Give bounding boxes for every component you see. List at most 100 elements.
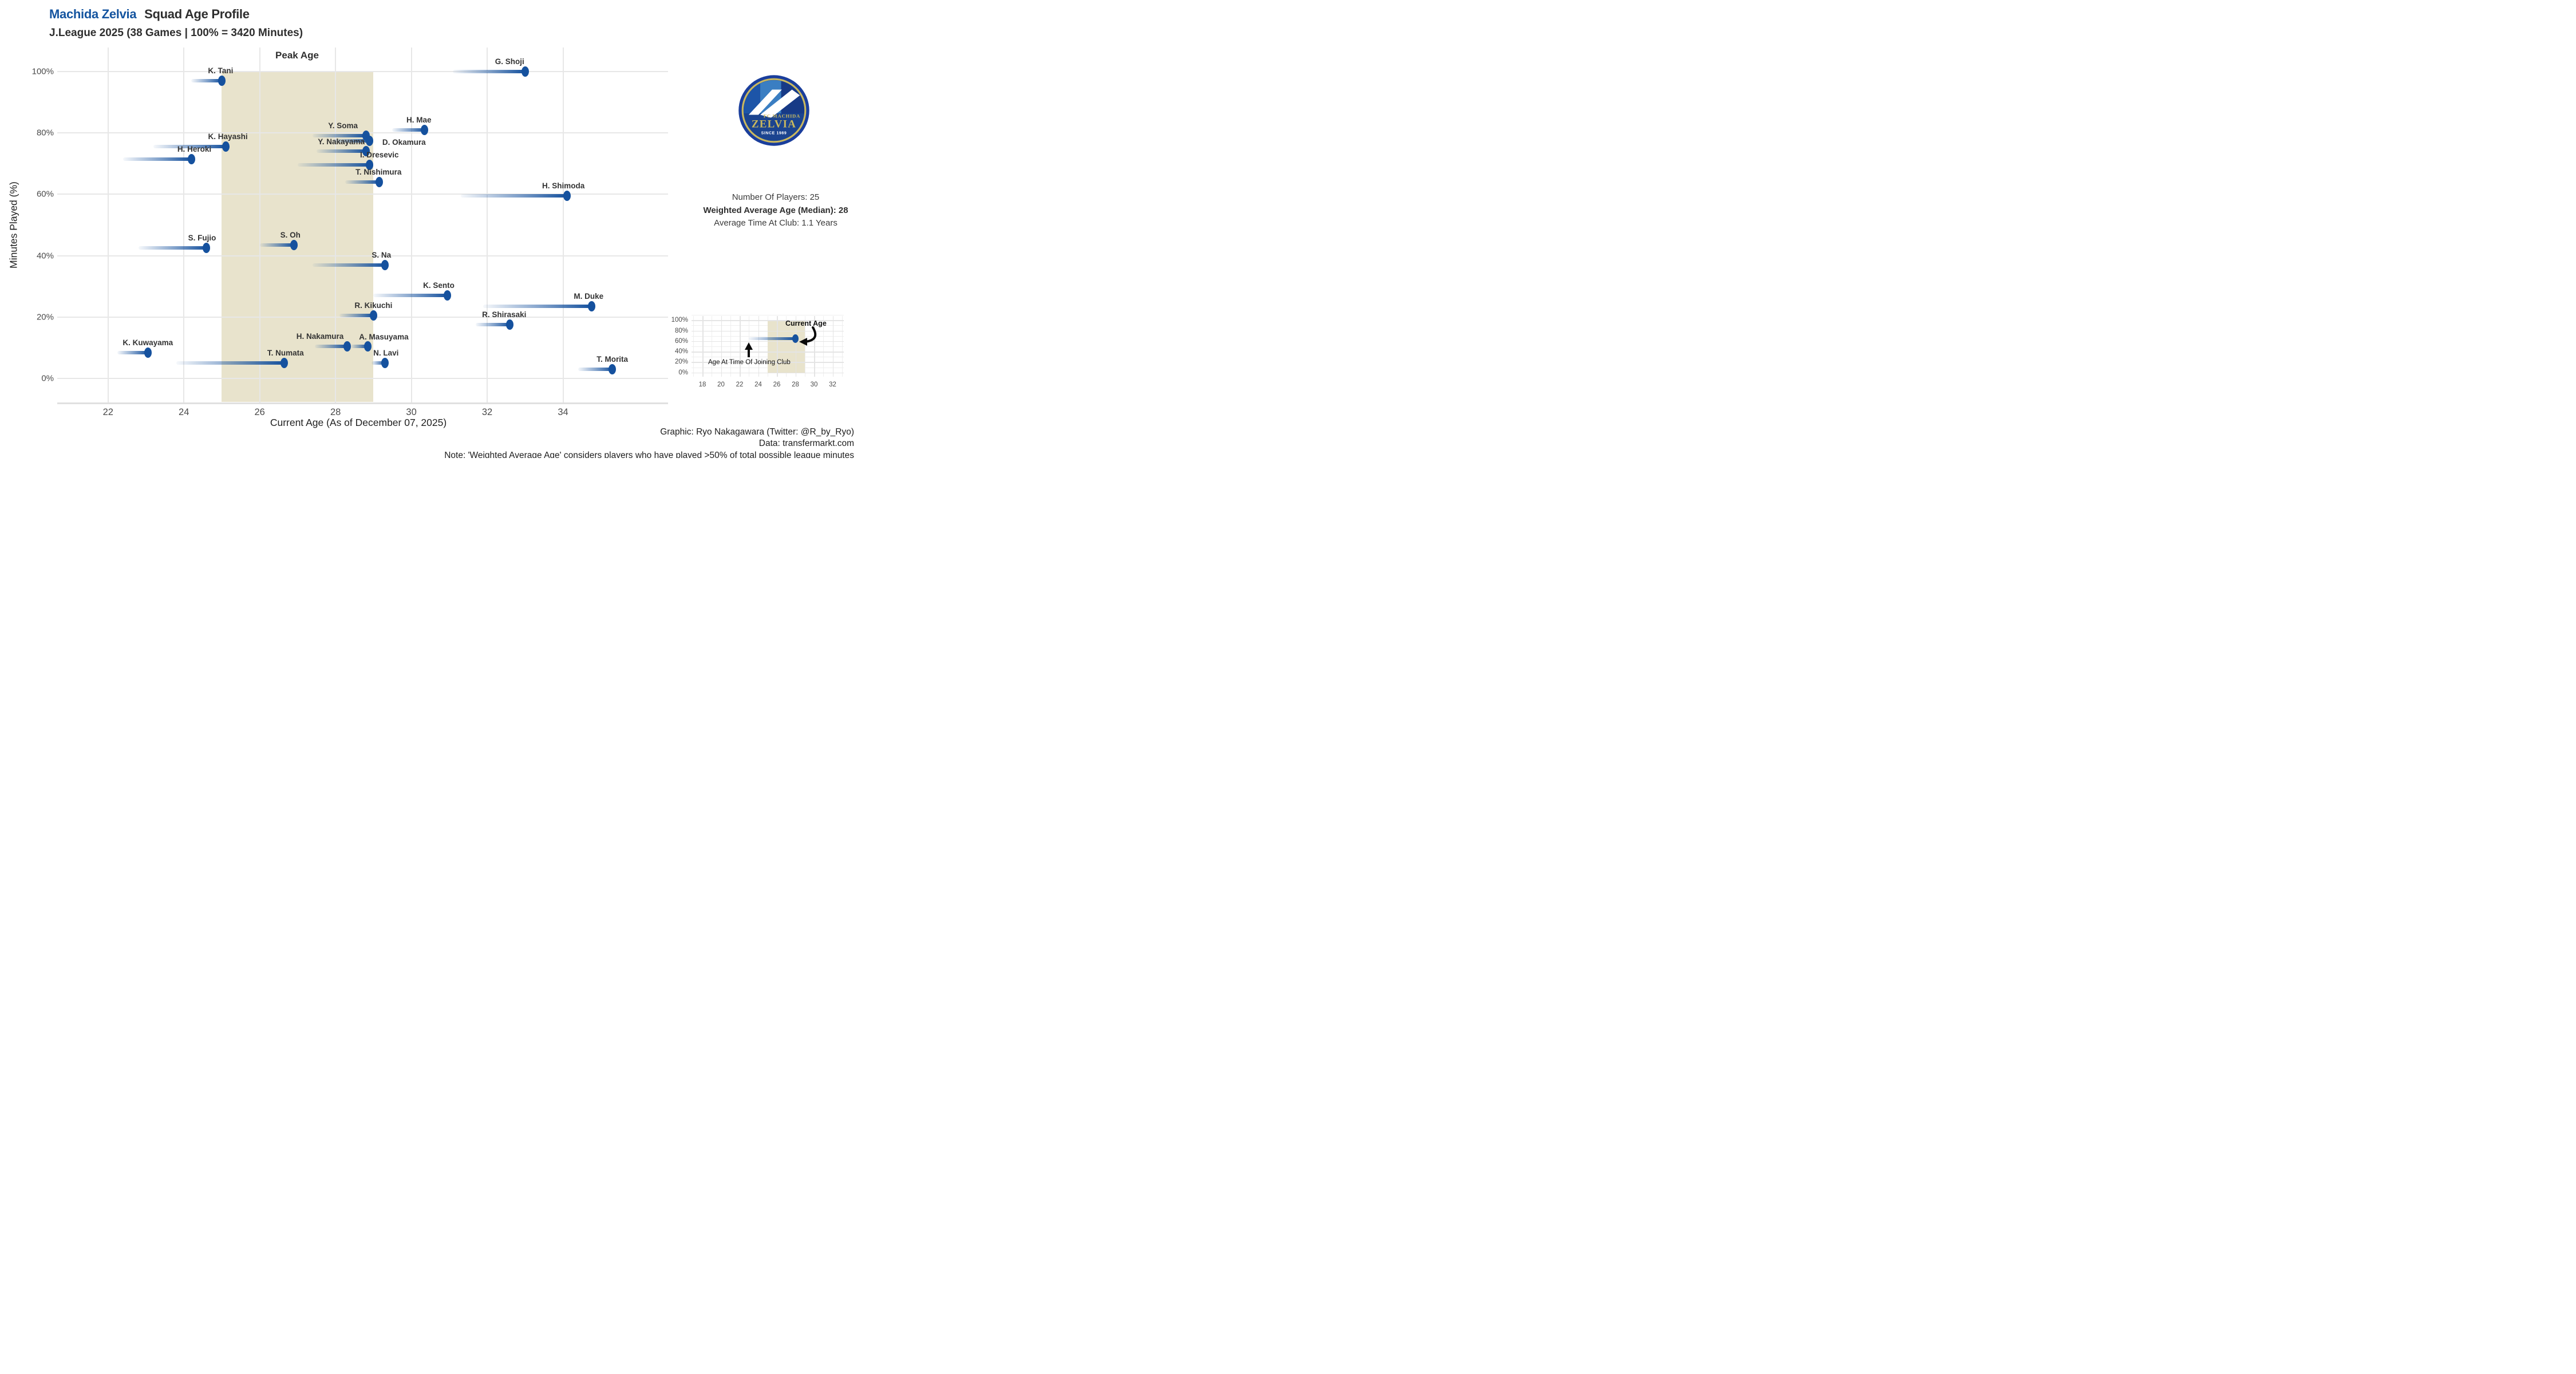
x-gridline-32 <box>487 48 488 402</box>
crest-gold-ring <box>741 78 807 143</box>
crest-z-mark-stroke2 <box>760 89 800 118</box>
player-point <box>381 358 389 369</box>
footer-graphic-credit: Graphic: Ryo Nakagawara (Twitter: @R_by_… <box>660 427 854 437</box>
inset-peak-age-band <box>767 320 805 373</box>
player-tail <box>373 294 448 298</box>
player-point <box>222 141 230 152</box>
x-gridline-28 <box>335 48 337 402</box>
inset-y-tick-60: 60% <box>674 337 688 345</box>
inset-x-gridline-30 <box>814 316 815 377</box>
crest-text-since: SINCE 1989 <box>761 132 787 136</box>
inset-y-tick-80: 80% <box>674 327 688 334</box>
player-tail <box>392 128 425 132</box>
player-point <box>375 176 383 187</box>
y-gridline-40 <box>57 255 668 256</box>
inset-x-tick-22: 22 <box>736 381 744 388</box>
inset-x-gridline-18 <box>702 316 704 377</box>
player-label: Y. Nakayama <box>318 137 365 147</box>
crest-text-fc-machida: FC MACHIDA <box>764 113 800 119</box>
inset-x-tick-28: 28 <box>792 381 799 388</box>
y-tick-label-40: 40% <box>36 251 54 261</box>
player-label: T. Numata <box>267 349 304 358</box>
player-point <box>343 341 351 352</box>
player-point <box>369 310 377 321</box>
inset-annotation-arrows <box>745 326 817 357</box>
footer-credits: Graphic: Ryo Nakagawara (Twitter: @R_by_… <box>444 427 854 458</box>
player-point <box>366 135 374 146</box>
x-tick-label-30: 30 <box>406 407 417 417</box>
squad-age-profile-figure: Machida Zelvia Squad Age Profile J.Leagu… <box>0 0 859 458</box>
player-label: H. Nakamura <box>296 331 344 341</box>
player-tail <box>259 243 294 247</box>
player-point <box>521 66 529 77</box>
x-axis-title: Current Age (As of December 07, 2025) <box>270 417 447 428</box>
x-tick-label-24: 24 <box>179 407 189 417</box>
player-tail <box>313 134 366 138</box>
player-label: K. Kuwayama <box>123 338 173 347</box>
player-label: T. Nishimura <box>355 167 402 176</box>
player-tail <box>176 361 285 365</box>
x-tick-label-32: 32 <box>481 407 493 417</box>
player-point <box>218 75 226 86</box>
player-point <box>203 243 211 254</box>
y-tick-label-100: 100% <box>31 66 54 77</box>
x-gridline-22 <box>107 48 109 402</box>
y-gridline-100 <box>57 70 668 72</box>
player-tail <box>153 145 226 149</box>
player-point <box>280 358 289 369</box>
player-tail <box>345 180 380 184</box>
page-title: Machida Zelvia Squad Age Profile <box>49 7 250 22</box>
player-tail <box>117 350 148 354</box>
page-subtitle: J.League 2025 (38 Games | 100% = 3420 Mi… <box>49 27 303 39</box>
player-point <box>144 347 152 358</box>
y-tick-label-0: 0% <box>41 373 54 384</box>
inset-example-point <box>792 334 799 343</box>
player-label: Y. Soma <box>328 121 358 131</box>
player-tail <box>191 78 222 82</box>
inset-y-tick-20: 20% <box>674 358 688 366</box>
inset-x-tick-32: 32 <box>829 381 836 388</box>
inset-y-gridline-100 <box>692 320 844 321</box>
inset-x-tick-24: 24 <box>754 381 762 388</box>
club-info-players: Number Of Players: 25 <box>732 192 820 202</box>
x-axis-line <box>57 402 668 404</box>
inset-y-tick-0: 0% <box>678 369 688 376</box>
inset-x-tick-26: 26 <box>773 381 781 388</box>
player-point <box>563 191 571 202</box>
inset-x-gridline-24 <box>758 316 759 377</box>
joining-age-arrowhead <box>745 342 753 350</box>
player-point <box>366 160 374 171</box>
player-tail <box>350 344 368 348</box>
player-label: R. Kikuchi <box>354 301 393 310</box>
player-point <box>381 259 389 270</box>
y-tick-label-20: 20% <box>36 312 54 322</box>
inset-y-gridline-60 <box>692 341 844 342</box>
x-gridline-34 <box>562 48 564 402</box>
player-tail <box>331 139 370 143</box>
player-label: K. Hayashi <box>208 132 248 141</box>
main-chart: 0% 20% 40% 60% 80% 100% 22 24 26 28 30 32 34 K. Tani G… <box>0 0 859 458</box>
player-point <box>444 290 452 301</box>
x-tick-label-34: 34 <box>558 407 568 417</box>
club-info-avg-time: Average Time At Club: 1.1 Years <box>714 218 837 228</box>
y-gridline-0 <box>57 378 668 380</box>
player-tail <box>483 305 592 309</box>
player-tail <box>313 263 385 267</box>
player-label: S. Oh <box>280 230 301 239</box>
player-tail <box>578 368 613 372</box>
club-crest-logo: FC MACHIDA ZELVIA SINCE 1989 <box>738 75 809 146</box>
player-label: R. Shirasaki <box>482 310 527 319</box>
player-label: H. Mae <box>406 115 432 124</box>
club-info-block: Number Of Players: 25 Weighted Average A… <box>681 191 859 230</box>
inset-y-tick-40: 40% <box>674 348 688 356</box>
player-label: S. Na <box>372 250 392 259</box>
inset-legend-chart: 0% 20% 40% 60% 80% 100% 18 20 22 24 26 28 30 32 <box>0 0 859 458</box>
y-tick-label-60: 60% <box>36 189 54 199</box>
inset-x-tick-30: 30 <box>810 381 818 388</box>
crest-interior: FC MACHIDA ZELVIA SINCE 1989 <box>744 80 804 141</box>
player-label: M. Duke <box>574 292 604 301</box>
x-tick-label-26: 26 <box>254 407 265 417</box>
x-gridline-30 <box>410 48 412 402</box>
player-tail <box>314 344 347 348</box>
player-label: G. Shoji <box>495 57 524 66</box>
